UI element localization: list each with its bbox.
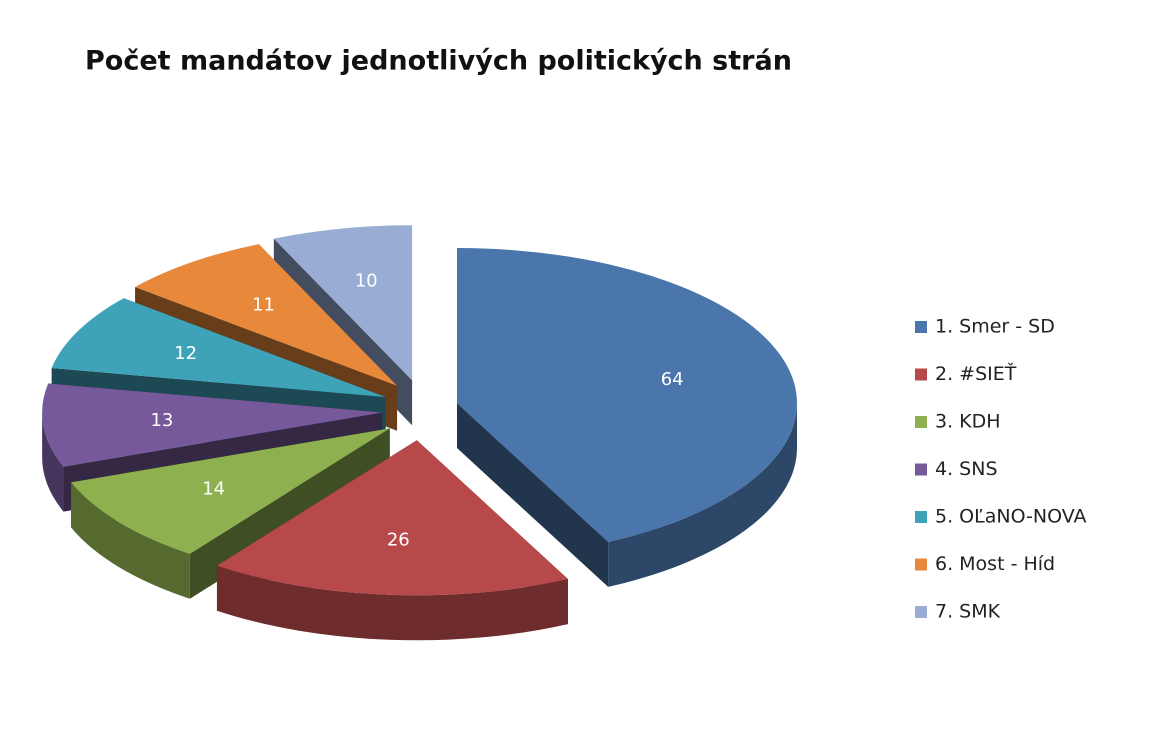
slice-top [51,298,386,398]
slice-top [71,428,390,554]
data-label: 12 [174,343,197,364]
data-label: 26 [387,530,410,551]
slice-top [216,440,568,596]
legend-swatch [915,321,927,333]
legend-label: 6. Most - Híd [935,553,1055,575]
slice-top [456,248,797,542]
slice-top [135,244,398,386]
legend-label: 2. #SIEŤ [935,362,1017,385]
pie-slice [216,440,568,641]
pie-slice [456,248,797,587]
data-label: 11 [252,295,275,316]
data-label: 64 [661,369,684,390]
data-label: 10 [355,271,378,292]
slice-wall [608,403,797,587]
legend-swatch [915,558,927,571]
legend-swatch [915,511,927,523]
legend-swatch [915,606,927,618]
slice-side [456,403,609,587]
slice-top [273,225,413,381]
slice-top [42,383,383,467]
data-label: 14 [202,478,225,499]
legend-label: 5. OĽaNO-NOVA [935,506,1087,528]
data-label: 13 [150,410,173,431]
legend-swatch [915,368,927,381]
legend-swatch [915,416,927,428]
slice-wall [71,482,190,599]
legend-label: 4. SNS [935,458,998,480]
legend-label: 7. SMK [935,601,1001,623]
slice-wall [42,412,64,512]
chart-title: Počet mandátov jednotlivých politických … [85,46,792,77]
legend-label: 1. Smer - SD [935,316,1055,338]
legend-swatch [915,463,927,476]
slice-wall [216,565,568,641]
legend-label: 3. KDH [935,411,1001,433]
